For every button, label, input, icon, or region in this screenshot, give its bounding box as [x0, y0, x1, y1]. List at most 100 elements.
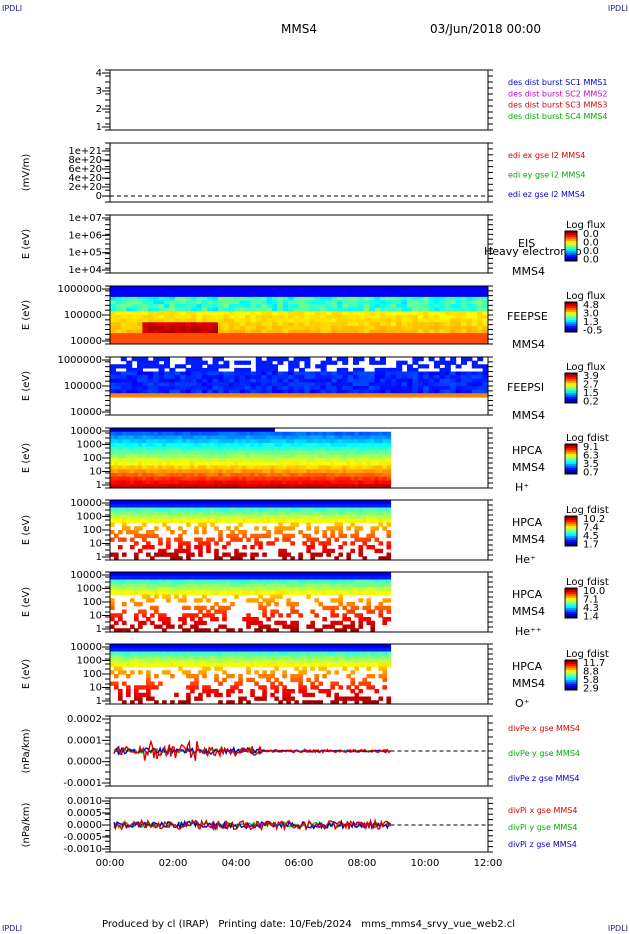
spectrogram-cell [444, 375, 451, 380]
spectrogram-cell [226, 507, 231, 512]
spectrogram-cell [330, 480, 335, 485]
spectrogram-cell [358, 598, 364, 603]
spectrogram-cell [138, 620, 143, 626]
spectrogram-cell [174, 386, 181, 391]
spectrogram-cell [198, 469, 203, 474]
spectrogram-cell [342, 435, 348, 440]
spectrogram-cell [294, 446, 299, 452]
spectrogram-cell [380, 286, 386, 291]
spectrogram-cell [262, 454, 267, 459]
spectrogram-cell [396, 311, 403, 316]
spectrogram-cell [242, 572, 247, 577]
spectrogram-cell [322, 545, 327, 550]
spectrogram-cell [293, 371, 300, 376]
spectrogram-cell [318, 443, 323, 448]
colorbar-cell [565, 524, 577, 527]
spectrogram-cell [282, 461, 287, 467]
spectrogram-cell [153, 325, 160, 331]
y-tick-label: 1e+06 [68, 230, 102, 241]
spectrogram-cell [206, 572, 211, 577]
spectrogram-cell [118, 469, 123, 474]
spectrogram-cell [178, 450, 183, 455]
spectrogram-cell [222, 579, 227, 584]
spectrogram-cell [354, 613, 360, 618]
spectrogram-cell [137, 382, 143, 387]
spectrogram-cell [122, 450, 127, 455]
spectrogram-cell [298, 575, 303, 581]
spectrogram-cell [342, 476, 348, 482]
colorbar-frame [564, 587, 578, 619]
spectrogram-cell [182, 480, 187, 485]
spectrogram-cell [417, 315, 424, 320]
spectrogram-cell [258, 435, 263, 440]
spectrogram-cell [210, 515, 215, 520]
spectrogram-cell [338, 572, 343, 577]
spectrogram-cell [210, 443, 215, 448]
spectrogram-cell [134, 511, 139, 516]
spectrogram-cell [294, 431, 299, 437]
spectrogram-cell [407, 378, 413, 383]
spectrogram-cell [207, 286, 214, 291]
spectrogram-cell [202, 428, 207, 433]
spectrogram-cell [142, 333, 149, 338]
spectrogram-cell [250, 503, 255, 509]
spectrogram-cell [239, 375, 246, 380]
spectrogram-cell [358, 480, 364, 485]
spectrogram-cell [272, 322, 278, 327]
spectrogram-cell [258, 469, 263, 474]
spectrogram-cell [228, 336, 235, 341]
spectrogram-cell [162, 480, 167, 485]
spectrogram-cell [382, 480, 388, 485]
spectrogram-cell [382, 511, 388, 516]
spectrogram-cell [466, 311, 473, 316]
spectrogram-cell [210, 431, 215, 437]
spectrogram-cell [174, 548, 179, 554]
y-tick-label: 1000 [77, 584, 102, 595]
spectrogram-cell [266, 431, 271, 437]
spectrogram-cell [314, 454, 319, 459]
spectrogram-cell [164, 382, 170, 387]
spectrogram-cell [110, 583, 115, 588]
spectrogram-cell [314, 500, 319, 505]
spectrogram-cell [138, 461, 143, 467]
spectrogram-cell [142, 500, 147, 505]
spectrogram-cell [146, 692, 151, 698]
spectrogram-cell [142, 315, 149, 320]
spectrogram-cell [166, 655, 171, 660]
spectrogram-cell [206, 435, 211, 440]
spectrogram-cell [202, 465, 207, 470]
spectrogram-cell [222, 670, 227, 675]
spectrogram-cell [154, 651, 159, 656]
colorbar-cell [565, 452, 577, 455]
spectrogram-cell [218, 700, 223, 704]
spectrogram-cell [150, 662, 155, 668]
spectrogram-cell [255, 364, 262, 369]
spectrogram-cell [198, 575, 203, 581]
spectrogram-cell [277, 325, 284, 331]
spectrogram-cell [350, 624, 356, 629]
spectrogram-cell [366, 458, 372, 463]
spectrogram-cell [146, 450, 151, 455]
spectrogram-cell [214, 461, 219, 467]
spectrogram-cell [439, 318, 446, 323]
spectrogram-cell [270, 439, 275, 444]
spectrogram-cell [304, 322, 311, 327]
spectrogram-cell [309, 296, 316, 302]
spectrogram-cell [358, 572, 364, 577]
spectrogram-cell [122, 602, 127, 607]
spectrogram-cell [366, 480, 372, 485]
spectrogram-cell [254, 476, 259, 482]
spectrogram-cell [326, 541, 331, 546]
spectrogram-cell [330, 526, 335, 531]
spectrogram-cell [110, 655, 115, 660]
spectrogram-cell [320, 386, 327, 391]
spectrogram-cell [126, 579, 131, 584]
spectrogram-cell [362, 484, 368, 488]
spectrogram-cell [353, 311, 359, 316]
spectrogram-cell [202, 443, 207, 448]
spectrogram-cell [234, 651, 239, 656]
spectrogram-cell [330, 484, 335, 488]
spectrogram-cell [234, 647, 239, 653]
spectrogram-cell [147, 386, 154, 391]
spectrogram-cell [369, 304, 376, 309]
